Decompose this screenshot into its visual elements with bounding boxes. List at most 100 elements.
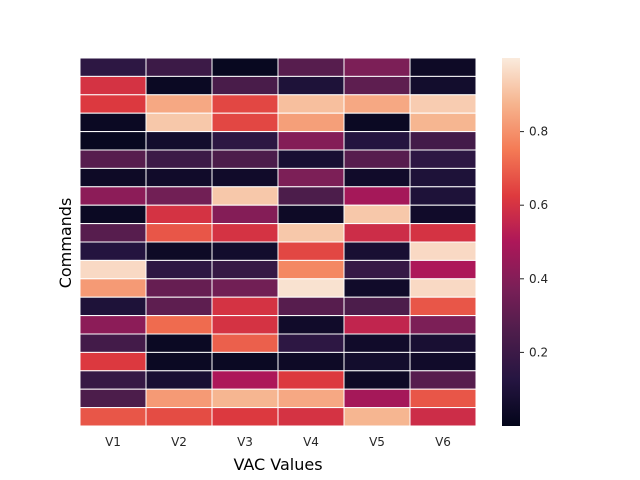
heatmap-cell (79, 167, 147, 188)
heatmap-cell (211, 57, 279, 77)
heatmap-cell (343, 296, 411, 317)
heatmap-cell (343, 370, 411, 390)
x-tick-label: V3 (237, 435, 253, 449)
heatmap-cell (79, 351, 147, 372)
x-tick-label: V4 (303, 435, 319, 449)
heatmap-cell (145, 75, 213, 96)
heatmap-cell (277, 241, 345, 261)
heatmap-cell (79, 407, 147, 427)
heatmap-cell (409, 112, 477, 133)
heatmap-cell (277, 278, 345, 298)
heatmap-cell (211, 112, 279, 133)
heatmap-cell (343, 315, 411, 335)
heatmap-cell (409, 57, 477, 77)
heatmap-cell (211, 388, 279, 409)
heatmap-cell (211, 75, 279, 96)
heatmap-cell (145, 315, 213, 335)
heatmap-cell (145, 223, 213, 243)
heatmap-cell (145, 296, 213, 317)
heatmap-cell (277, 407, 345, 427)
heatmap-cell (409, 186, 477, 206)
heatmap-cell (145, 94, 213, 114)
heatmap-cell (145, 57, 213, 77)
heatmap-cell (343, 186, 411, 206)
x-tick-label: V5 (369, 435, 385, 449)
colorbar-tick-label: 0.8 (529, 125, 548, 139)
colorbar (502, 58, 520, 426)
heatmap-cell (409, 351, 477, 372)
heatmap-cell (343, 75, 411, 96)
heatmap-cell (145, 370, 213, 390)
heatmap-cell (409, 75, 477, 96)
heatmap-cell (277, 57, 345, 77)
heatmap-cell (211, 223, 279, 243)
heatmap-cell (277, 315, 345, 335)
heatmap-cell (409, 167, 477, 188)
heatmap-cell (277, 112, 345, 133)
heatmap-cell (211, 278, 279, 298)
heatmap-cell (145, 259, 213, 280)
heatmap-cell (277, 333, 345, 353)
heatmap-cell (211, 241, 279, 261)
heatmap-cell (343, 149, 411, 169)
heatmap-cell (409, 407, 477, 427)
heatmap-cell (211, 315, 279, 335)
heatmap-cell (409, 259, 477, 280)
heatmap-cell (79, 370, 147, 390)
heatmap-cell (145, 112, 213, 133)
heatmap-cell (343, 388, 411, 409)
colorbar-tick-label: 0.6 (529, 198, 548, 212)
heatmap-cell (145, 131, 213, 151)
heatmap-cell (409, 333, 477, 353)
heatmap-cell (145, 278, 213, 298)
heatmap-cell (79, 112, 147, 133)
heatmap-cell (79, 131, 147, 151)
heatmap-cell (211, 167, 279, 188)
heatmap-cell (277, 388, 345, 409)
colorbar-ticks: 0.2 0.4 0.6 0.8 (520, 125, 548, 359)
heatmap-cell (343, 241, 411, 261)
heatmap-cell (211, 296, 279, 317)
heatmap-cell (79, 223, 147, 243)
heatmap-cell (211, 407, 279, 427)
heatmap-cell (409, 94, 477, 114)
heatmap-cell (211, 131, 279, 151)
heatmap-cell (343, 94, 411, 114)
heatmap-cell (211, 204, 279, 225)
heatmap-cell (79, 296, 147, 317)
heatmap-cell (409, 388, 477, 409)
heatmap-cell (277, 370, 345, 390)
heatmap-cells (79, 57, 477, 427)
colorbar-tick-label: 0.2 (529, 345, 548, 359)
x-axis-title: VAC Values (233, 455, 322, 474)
heatmap-cell (343, 278, 411, 298)
heatmap-cell (409, 296, 477, 317)
heatmap-cell (409, 278, 477, 298)
heatmap-cell (145, 388, 213, 409)
heatmap-cell (343, 204, 411, 225)
colorbar-tick-label: 0.4 (529, 272, 548, 286)
heatmap-cell (145, 167, 213, 188)
heatmap-cell (343, 407, 411, 427)
x-tick-label: V6 (435, 435, 451, 449)
heatmap-cell (79, 75, 147, 96)
heatmap-cell (343, 259, 411, 280)
heatmap-cell (409, 370, 477, 390)
heatmap-cell (277, 167, 345, 188)
heatmap-cell (343, 223, 411, 243)
heatmap-cell (211, 259, 279, 280)
heatmap-cell (145, 351, 213, 372)
heatmap-cell (79, 57, 147, 77)
heatmap-cell (409, 131, 477, 151)
heatmap-cell (211, 351, 279, 372)
heatmap-cell (277, 204, 345, 225)
heatmap-cell (211, 94, 279, 114)
heatmap-cell (277, 94, 345, 114)
heatmap-cell (409, 315, 477, 335)
x-axis-ticks: V1 V2 V3 V4 V5 V6 (105, 435, 451, 449)
heatmap-cell (79, 278, 147, 298)
heatmap-cell (79, 94, 147, 114)
heatmap-cell (211, 149, 279, 169)
heatmap-cell (343, 131, 411, 151)
